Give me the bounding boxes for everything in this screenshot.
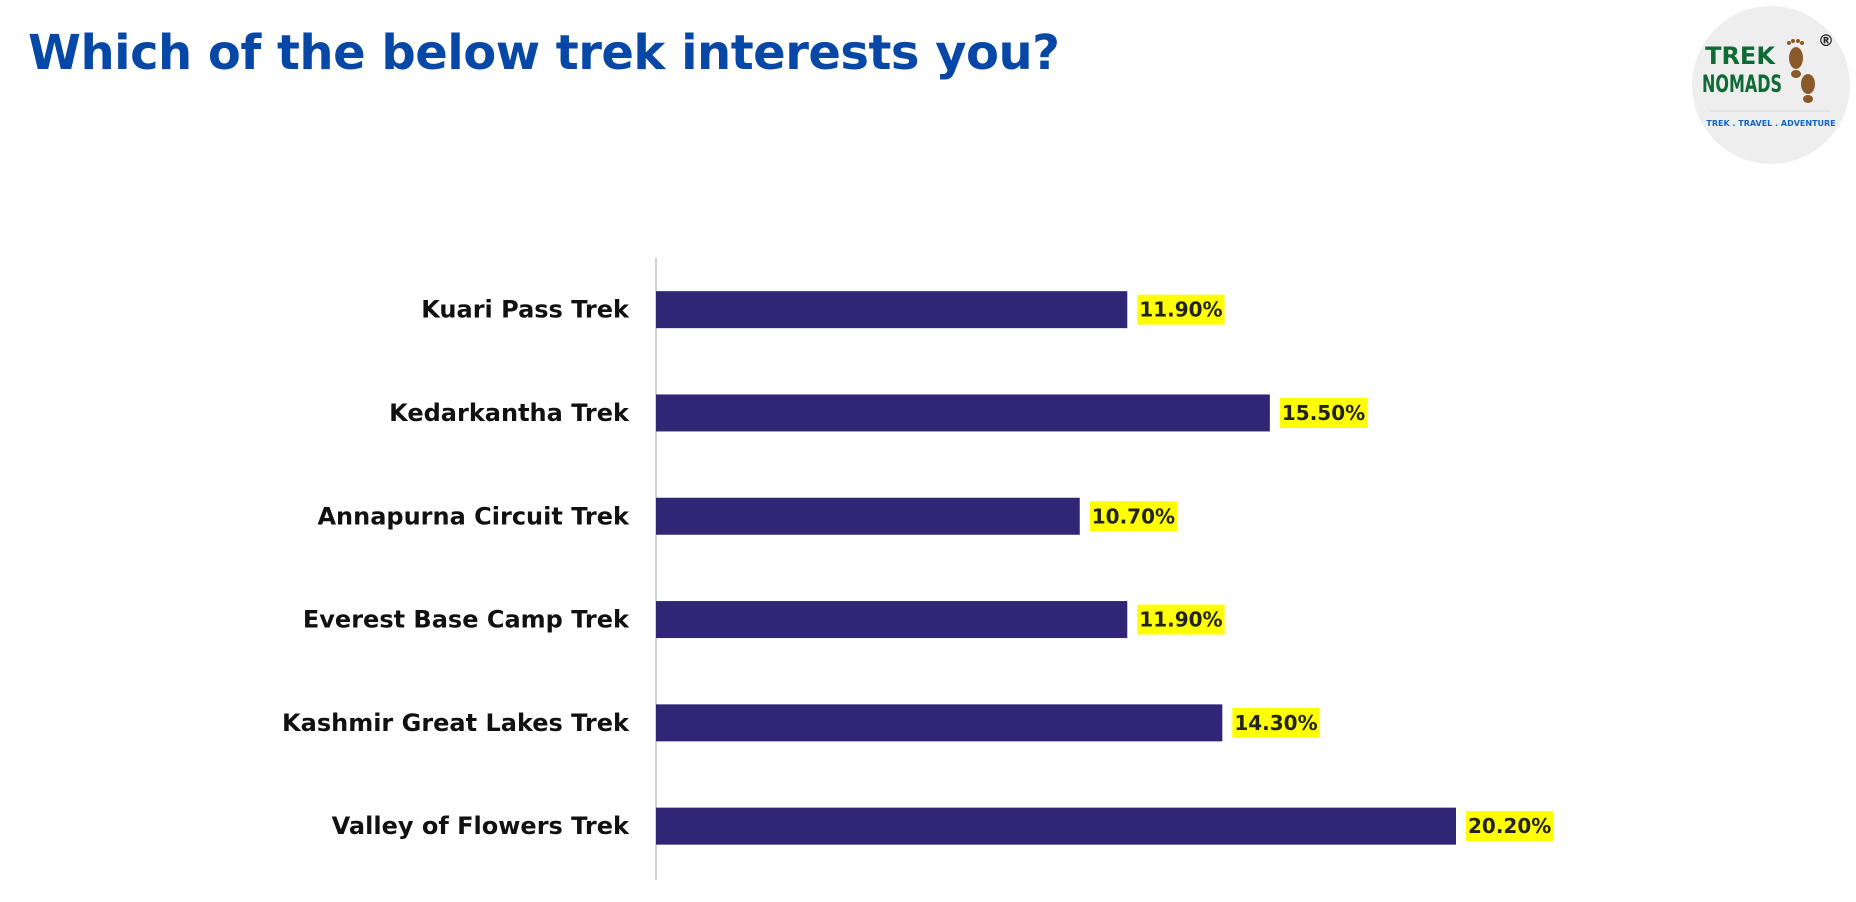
value-label-highlight [1089,501,1178,532]
value-label-highlight [1232,707,1320,738]
value-label: 15.50% [1282,401,1365,425]
logo-line2: NOMADS [1702,70,1782,98]
trek-nomads-logo: TREK NOMADS ® TREK . TRAVEL . ADVENTURE [1692,6,1850,164]
logo-circle [1692,6,1850,164]
value-label: 10.70% [1092,504,1175,528]
category-label: Kashmir Great Lakes Trek [282,709,630,737]
value-label-highlight [1137,294,1225,325]
category-label: Valley of Flowers Trek [332,812,630,840]
logo-tagline: TREK . TRAVEL . ADVENTURE [1706,119,1835,128]
bar [656,807,1456,845]
footprint-icon [1787,39,1815,103]
category-label: Kedarkantha Trek [389,399,630,427]
value-label-highlight [1137,604,1225,635]
value-label: 20.20% [1468,814,1551,838]
bar [656,394,1270,432]
registered-mark: ® [1818,31,1834,50]
value-label: 11.90% [1139,608,1222,632]
value-label: 14.30% [1234,711,1317,735]
page-title: Which of the below trek interests you? [28,25,1060,81]
category-label: Annapurna Circuit Trek [317,502,630,530]
value-label-highlight [1466,811,1554,842]
value-label-highlight [1279,397,1368,428]
category-label: Everest Base Camp Trek [303,606,630,634]
bar [656,497,1080,535]
bar [656,704,1223,742]
bar [656,291,1128,329]
value-label: 11.90% [1139,298,1222,322]
logo-line1: TREK [1705,42,1776,70]
category-label: Kuari Pass Trek [421,296,630,324]
bar [656,601,1128,639]
